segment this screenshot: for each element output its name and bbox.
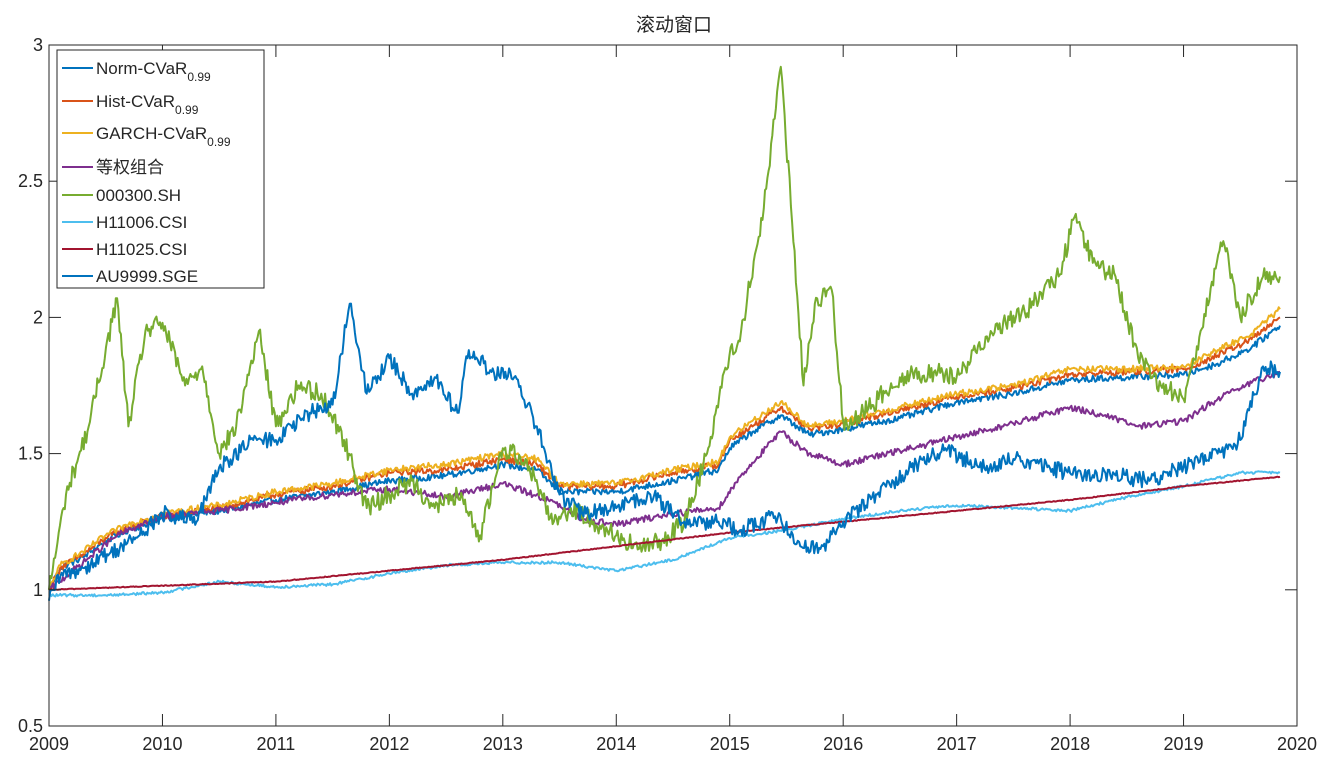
x-tick-label: 2011: [257, 734, 296, 754]
x-tick-label: 2019: [1164, 734, 1204, 754]
plot-area: [48, 65, 1281, 601]
series-line-7: [48, 302, 1281, 601]
series-line-2: [48, 306, 1281, 591]
series-line-6: [48, 475, 1281, 591]
series-line-0: [48, 325, 1281, 591]
x-tick-label: 2016: [823, 734, 863, 754]
legend-name: AU9999.SGE: [96, 267, 198, 286]
y-axis: 0.5 1 1.5 2 2.5 3: [18, 35, 1297, 736]
legend-label: 等权组合: [96, 158, 164, 177]
x-axis: 2009 2010 2011 2012 2013 2014 2015 2016 2017 2018…: [29, 45, 1317, 754]
x-tick-label: 2013: [483, 734, 523, 754]
legend-name: 等权组合: [96, 158, 164, 177]
axes-box: [48, 44, 1298, 727]
legend-name: 000300.SH: [96, 186, 181, 205]
legend-label: H11006.CSI: [96, 213, 187, 232]
legend-subscript: 0.99: [175, 103, 199, 117]
x-tick-label: 2017: [937, 734, 977, 754]
x-tick-label: 2014: [596, 734, 636, 754]
legend-label: Norm-CVaR0.99: [96, 59, 211, 84]
legend-name: H11025.CSI: [96, 240, 187, 259]
x-tick-label: 2009: [29, 734, 69, 754]
legend: Norm-CVaR0.99Hist-CVaR0.99GARCH-CVaR0.99…: [56, 49, 265, 289]
legend-label: 000300.SH: [96, 186, 181, 205]
legend-label: H11025.CSI: [96, 240, 187, 259]
x-tick-label: 2015: [710, 734, 750, 754]
x-tick-label: 2012: [369, 734, 409, 754]
series-line-5: [48, 470, 1281, 598]
y-tick-label: 1.5: [18, 444, 43, 464]
legend-label: Hist-CVaR0.99: [96, 92, 199, 117]
y-tick-label: 2.5: [18, 171, 43, 191]
legend-name: Hist-CVaR: [96, 92, 175, 111]
y-tick-label: 0.5: [18, 716, 43, 736]
x-tick-label: 2010: [142, 734, 182, 754]
legend-name: Norm-CVaR: [96, 59, 187, 78]
x-tick-label: 2020: [1277, 734, 1317, 754]
series-line-4: [48, 65, 1281, 590]
series-line-3: [48, 370, 1281, 591]
y-tick-label: 1: [33, 580, 43, 600]
chart-title: 滚动窗口: [636, 14, 712, 36]
x-tick-label: 2018: [1050, 734, 1090, 754]
y-tick-label: 3: [33, 35, 43, 55]
legend-label: GARCH-CVaR0.99: [96, 124, 231, 149]
legend-name: GARCH-CVaR: [96, 124, 207, 143]
legend-subscript: 0.99: [207, 135, 231, 149]
legend-label: AU9999.SGE: [96, 267, 198, 286]
y-tick-label: 2: [33, 307, 43, 327]
legend-name: H11006.CSI: [96, 213, 187, 232]
legend-subscript: 0.99: [187, 70, 211, 84]
